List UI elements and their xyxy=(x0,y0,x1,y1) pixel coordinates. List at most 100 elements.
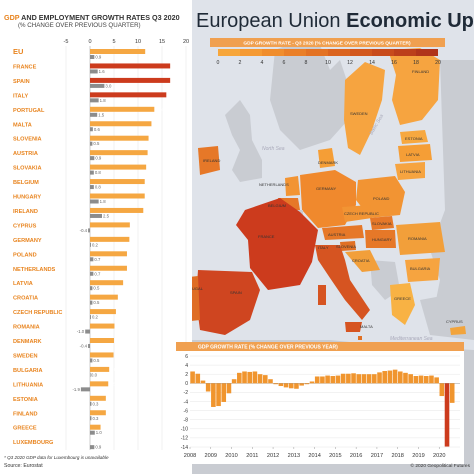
gdp-bar xyxy=(90,222,130,228)
gdp-bar xyxy=(90,135,149,141)
gdp-bar xyxy=(90,164,147,170)
ts-bar xyxy=(340,373,346,384)
ts-y-tick-label: -8 xyxy=(184,418,189,424)
legend-swatch xyxy=(284,49,306,56)
ts-y-tick-label: -6 xyxy=(184,408,189,414)
category-label: SWEDEN xyxy=(13,353,38,359)
employment-bar xyxy=(90,199,99,204)
employment-bar xyxy=(80,387,90,392)
employment-bar xyxy=(90,445,95,450)
ts-bar xyxy=(226,383,232,394)
category-label: DENMARK xyxy=(13,339,42,345)
ts-x-tick-label: 2012 xyxy=(267,453,279,459)
ts-y-tick-label: -12 xyxy=(181,436,188,442)
timeseries-panel xyxy=(176,342,464,464)
country-romania xyxy=(396,222,445,255)
country-croatia xyxy=(345,250,380,272)
ts-bar xyxy=(366,374,372,384)
label-lithuania: LITHUANIA xyxy=(400,169,421,174)
ts-bar xyxy=(335,375,341,384)
country-sweden xyxy=(344,62,385,155)
employment-value-label: -0.4 xyxy=(80,228,88,233)
ts-bar xyxy=(252,371,258,384)
legend-swatch xyxy=(394,49,416,56)
employment-bar xyxy=(90,141,93,146)
ts-x-tick-label: 2015 xyxy=(329,453,341,459)
employment-bar xyxy=(85,329,90,334)
employment-value-label: 0.5 xyxy=(93,141,100,146)
gdp-bar xyxy=(90,49,146,54)
ts-x-tick-label: 2020 xyxy=(433,453,445,459)
label-cyprus: CYPRUS xyxy=(446,319,463,324)
country-sardinia xyxy=(318,285,326,305)
category-label: IRELAND xyxy=(13,209,38,215)
x-tick-label: -5 xyxy=(64,39,69,45)
label-slovenia: SLOVENIA xyxy=(336,244,356,249)
gdp-value-label: 3.3 xyxy=(107,410,114,415)
gdp-bar xyxy=(90,121,152,127)
gdp-bar xyxy=(90,193,145,199)
label-ireland: IRELAND xyxy=(203,158,220,163)
ts-bar xyxy=(294,383,299,389)
ts-y-tick-label: 0 xyxy=(185,381,188,387)
x-tick-label: 20 xyxy=(183,39,189,45)
gdp-value-label: 11.1 xyxy=(144,208,153,213)
gdp-value-label: 11.5 xyxy=(146,49,155,54)
gdp-bar xyxy=(90,77,171,83)
employment-value-label: 1.8 xyxy=(100,98,107,103)
ts-bar xyxy=(449,383,455,403)
employment-value-label: 0.9 xyxy=(95,55,102,60)
country-austria xyxy=(322,225,364,240)
gdp-value-label: 3.8 xyxy=(109,382,116,387)
legend-swatch xyxy=(350,49,372,56)
category-label: MALTA xyxy=(13,122,32,128)
employment-bar xyxy=(90,401,92,406)
ts-bar xyxy=(195,373,201,384)
ts-bar xyxy=(273,383,278,385)
ts-bar xyxy=(408,374,413,384)
employment-bar xyxy=(90,416,92,421)
employment-value-label: 3.0 xyxy=(105,83,112,88)
employment-value-label: 0.0 xyxy=(91,372,98,377)
gdp-bar xyxy=(90,424,101,430)
legend-tick-label: 4 xyxy=(261,60,264,66)
gdp-value-label: 12.8 xyxy=(152,121,161,126)
gdp-value-label: 5.1 xyxy=(115,324,122,329)
gdp-bar xyxy=(90,338,114,343)
ts-bar xyxy=(320,376,325,384)
gdp-value-label: 5.8 xyxy=(119,295,126,300)
gdp-bar xyxy=(90,251,127,257)
map-legend: GDP GROWTH RATE - Q3 2020 (% CHANGE OVER… xyxy=(210,38,445,66)
ts-x-tick-label: 2011 xyxy=(246,453,258,459)
non-eu-land xyxy=(270,40,350,150)
label-latvia: LATVIA xyxy=(406,152,420,157)
employment-bar xyxy=(90,170,94,175)
employment-value-label: 1.6 xyxy=(99,69,106,74)
ts-bar xyxy=(278,383,284,387)
x-tick-label: 0 xyxy=(88,39,91,45)
legend-tick-label: 12 xyxy=(347,60,353,66)
gdp-bar xyxy=(90,150,148,156)
label-croatia: CROATIA xyxy=(352,258,370,263)
ts-bar xyxy=(330,376,336,384)
gdp-timeseries-chart: GDP GROWTH RATE (% CHANGE OVER PREVIOUS … xyxy=(176,342,464,459)
label-greece: GREECE xyxy=(394,296,411,301)
x-tick-label: 10 xyxy=(135,39,141,45)
gdp-value-label: 12.0 xyxy=(149,150,158,155)
ts-bar xyxy=(288,383,294,389)
employment-bar xyxy=(90,372,91,377)
gdp-bar xyxy=(90,309,116,315)
ts-bar xyxy=(309,381,315,384)
legend-swatch xyxy=(240,49,262,56)
gdp-bar xyxy=(90,410,106,416)
gdp-value-label: 16.7 xyxy=(171,64,180,69)
gdp-value-label: 2.2 xyxy=(102,425,109,430)
legend-title-bg xyxy=(210,38,445,47)
label-spain: SPAIN xyxy=(230,290,242,295)
gdp-value-label: 5.0 xyxy=(115,338,122,343)
employment-value-label: 2.5 xyxy=(103,213,110,218)
ts-bar xyxy=(211,383,216,407)
category-label: ROMANIA xyxy=(13,325,40,331)
employment-value-label: -1.9 xyxy=(72,387,80,392)
category-label: CYPRUS xyxy=(13,223,37,229)
